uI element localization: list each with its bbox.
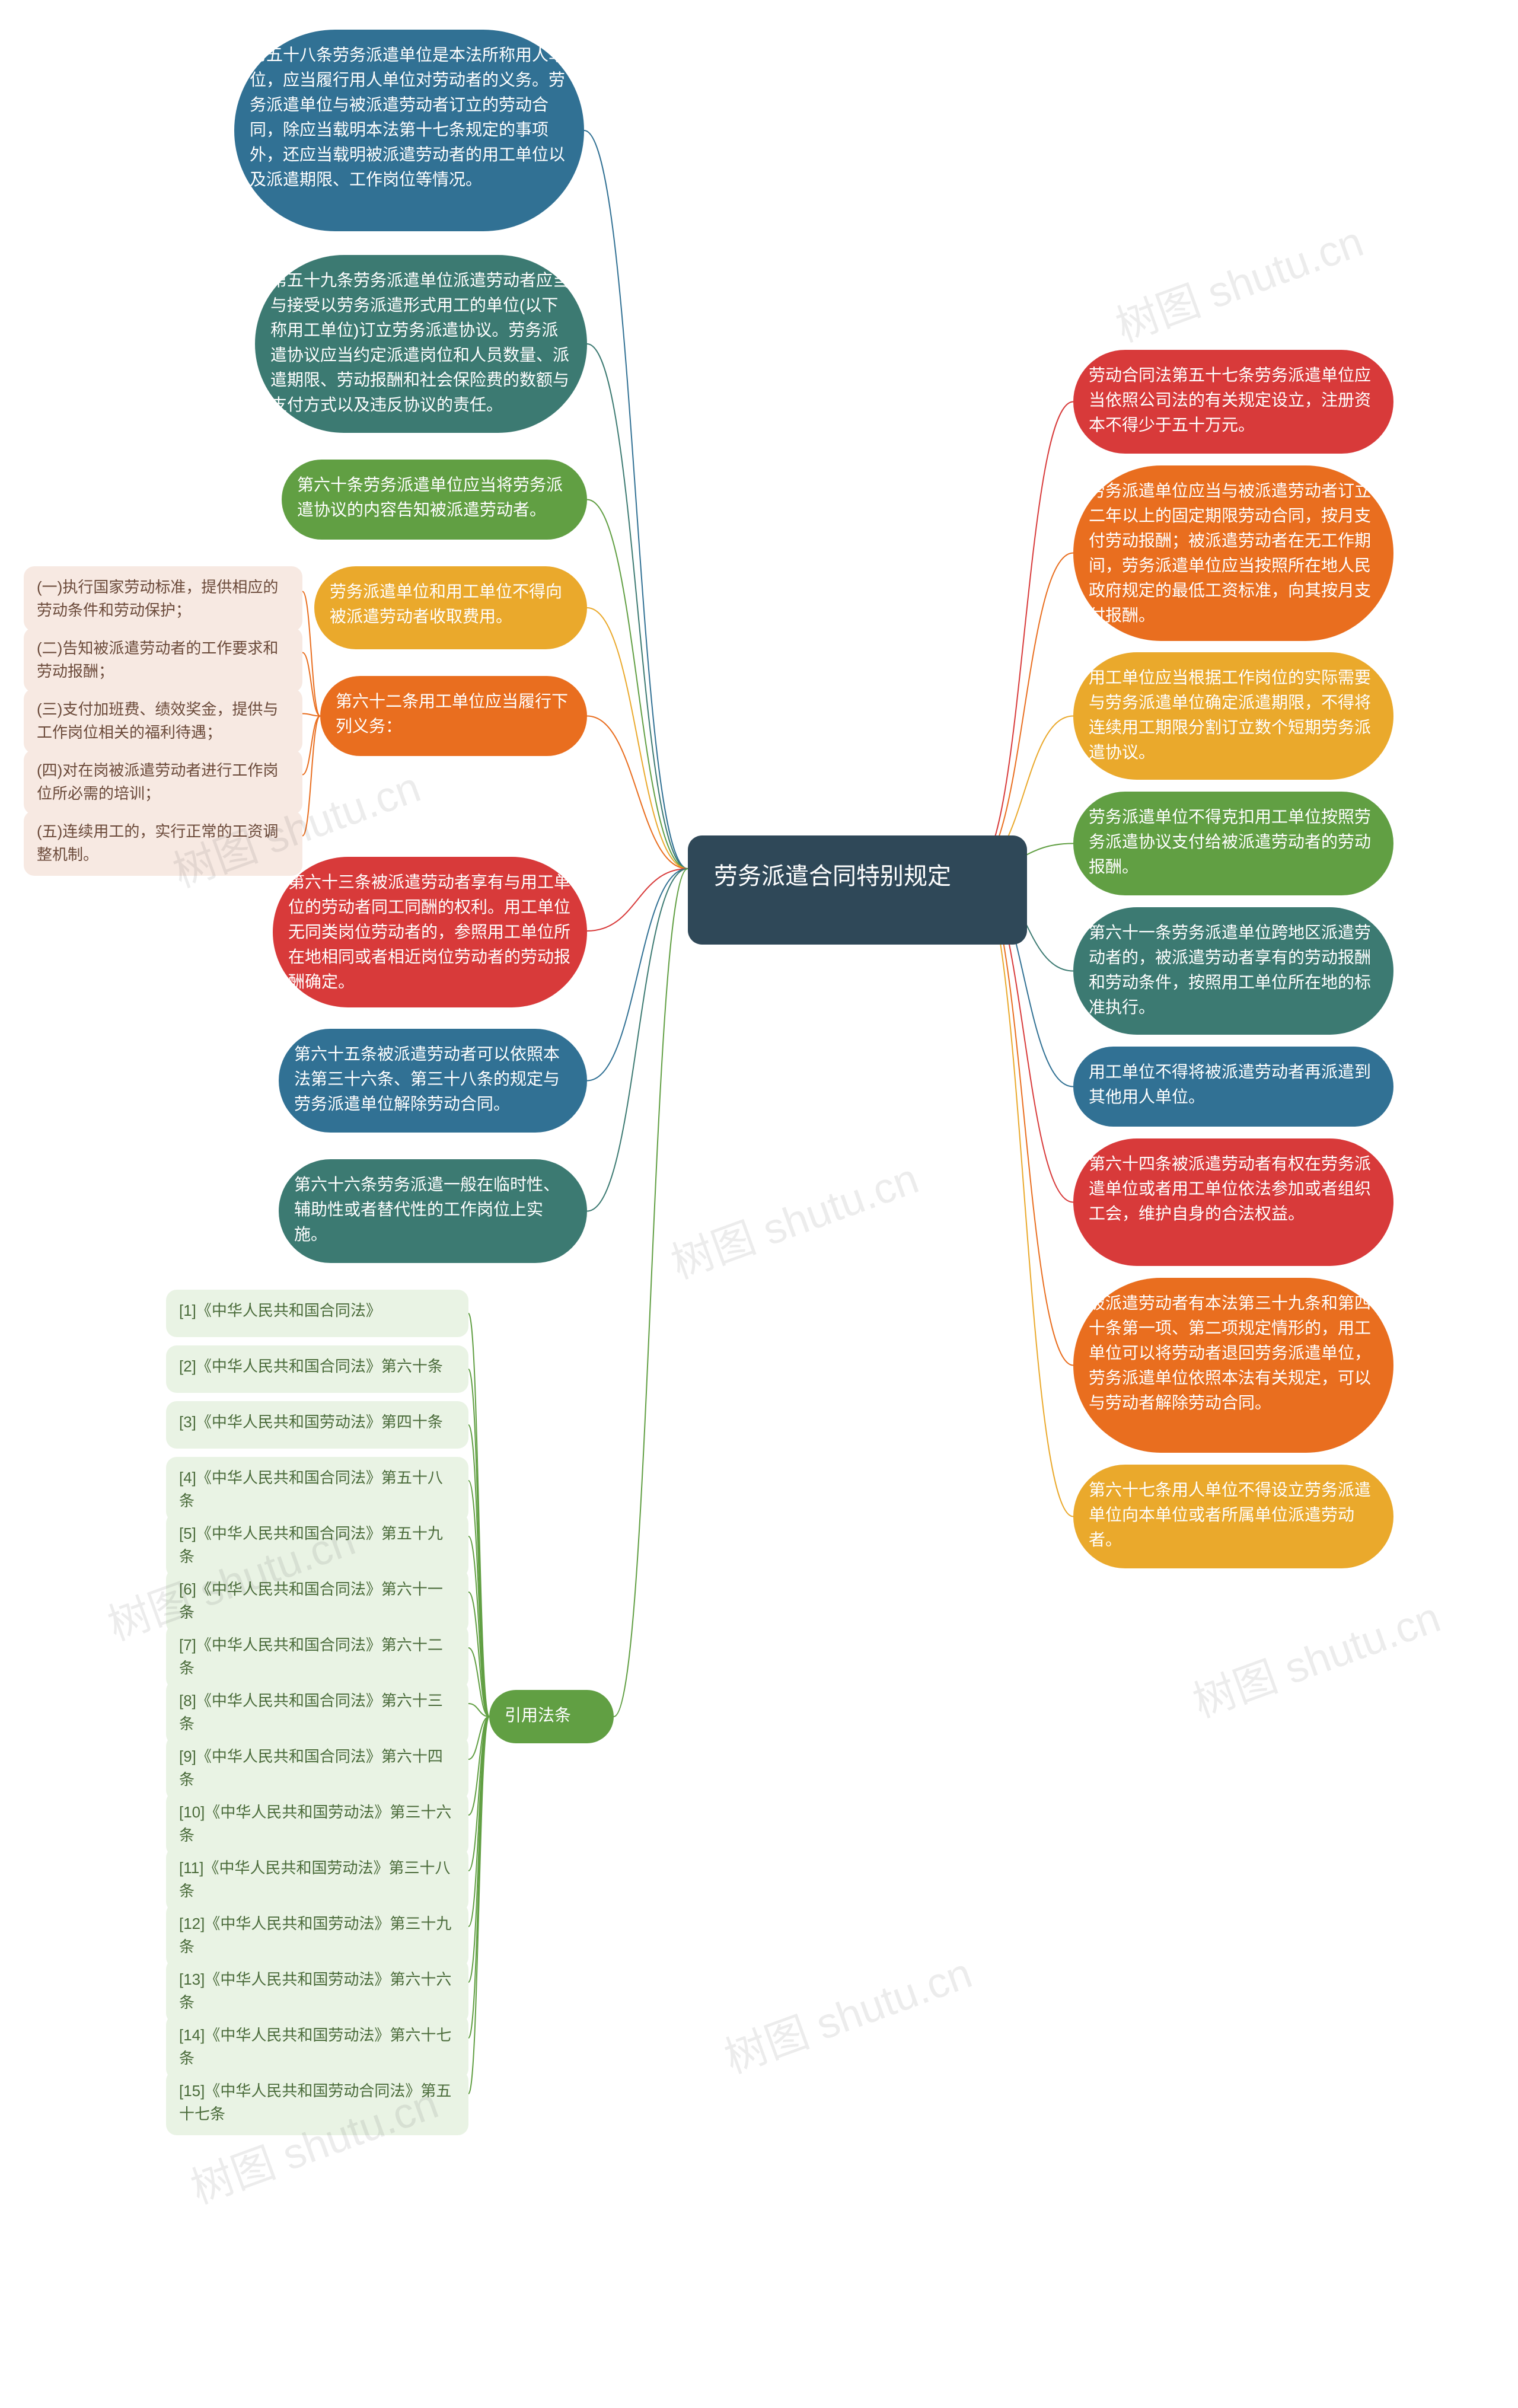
- l5-child-5: (五)连续用工的，实行正常的工资调整机制。: [24, 811, 302, 876]
- left-node-4: 劳务派遣单位和用工单位不得向被派遣劳动者收取费用。: [314, 566, 587, 649]
- right-node-5: 第六十一条劳务派遣单位跨地区派遣劳动者的，被派遣劳动者享有的劳动报酬和劳动条件，…: [1073, 907, 1393, 1035]
- right-node-4: 劳务派遣单位不得克扣用工单位按照劳务派遣协议支付给被派遣劳动者的劳动报酬。: [1073, 792, 1393, 895]
- right-node-6: 用工单位不得将被派遣劳动者再派遣到其他用人单位。: [1073, 1047, 1393, 1127]
- left-node-2: 第五十九条劳务派遣单位派遣劳动者应当与接受以劳务派遣形式用工的单位(以下称用工单…: [255, 255, 587, 433]
- l9-child-2: [2]《中华人民共和国合同法》第六十条: [166, 1345, 468, 1393]
- left-node-3: 第六十条劳务派遣单位应当将劳务派遣协议的内容告知被派遣劳动者。: [282, 460, 587, 540]
- center-node: 劳务派遣合同特别规定: [688, 835, 1027, 945]
- l9-child-1: [1]《中华人民共和国合同法》: [166, 1290, 468, 1337]
- l9-child-15: [15]《中华人民共和国劳动合同法》第五十七条: [166, 2070, 468, 2135]
- l5-child-2: (二)告知被派遣劳动者的工作要求和劳动报酬；: [24, 627, 302, 693]
- right-node-8: 被派遣劳动者有本法第三十九条和第四十条第一项、第二项规定情形的，用工单位可以将劳…: [1073, 1278, 1393, 1453]
- watermark: 树图 shutu.cn: [715, 1938, 979, 2085]
- left-node-9: 引用法条: [489, 1690, 614, 1743]
- left-node-5: 第六十二条用工单位应当履行下列义务：: [320, 676, 587, 756]
- l9-child-3: [3]《中华人民共和国劳动法》第四十条: [166, 1401, 468, 1449]
- l5-child-3: (三)支付加班费、绩效奖金，提供与工作岗位相关的福利待遇；: [24, 688, 302, 754]
- left-node-6: 第六十三条被派遣劳动者享有与用工单位的劳动者同工同酬的权利。用工单位无同类岗位劳…: [273, 857, 587, 1007]
- mindmap-stage: 劳务派遣合同特别规定 第五十八条劳务派遣单位是本法所称用人单位，应当履行用人单位对…: [0, 0, 1518, 2408]
- left-node-7: 第六十五条被派遣劳动者可以依照本法第三十六条、第三十八条的规定与劳务派遣单位解除…: [279, 1029, 587, 1133]
- right-node-1: 劳动合同法第五十七条劳务派遣单位应当依照公司法的有关规定设立，注册资本不得少于五…: [1073, 350, 1393, 454]
- right-node-2: 劳务派遣单位应当与被派遣劳动者订立二年以上的固定期限劳动合同，按月支付劳动报酬；…: [1073, 465, 1393, 641]
- left-node-1: 第五十八条劳务派遣单位是本法所称用人单位，应当履行用人单位对劳动者的义务。劳务派…: [234, 30, 584, 231]
- watermark: 树图 shutu.cn: [661, 1144, 926, 1291]
- l5-child-1: (一)执行国家劳动标准，提供相应的劳动条件和劳动保护；: [24, 566, 302, 631]
- watermark: 树图 shutu.cn: [1106, 207, 1370, 354]
- right-node-9: 第六十七条用人单位不得设立劳务派遣单位向本单位或者所属单位派遣劳动者。: [1073, 1465, 1393, 1568]
- watermark: 树图 shutu.cn: [1183, 1583, 1447, 1730]
- left-node-8: 第六十六条劳务派遣一般在临时性、辅助性或者替代性的工作岗位上实施。: [279, 1159, 587, 1263]
- right-node-3: 用工单位应当根据工作岗位的实际需要与劳务派遣单位确定派遣期限，不得将连续用工期限…: [1073, 652, 1393, 780]
- right-node-7: 第六十四条被派遣劳动者有权在劳务派遣单位或者用工单位依法参加或者组织工会，维护自…: [1073, 1138, 1393, 1266]
- l5-child-4: (四)对在岗被派遣劳动者进行工作岗位所必需的培训；: [24, 749, 302, 815]
